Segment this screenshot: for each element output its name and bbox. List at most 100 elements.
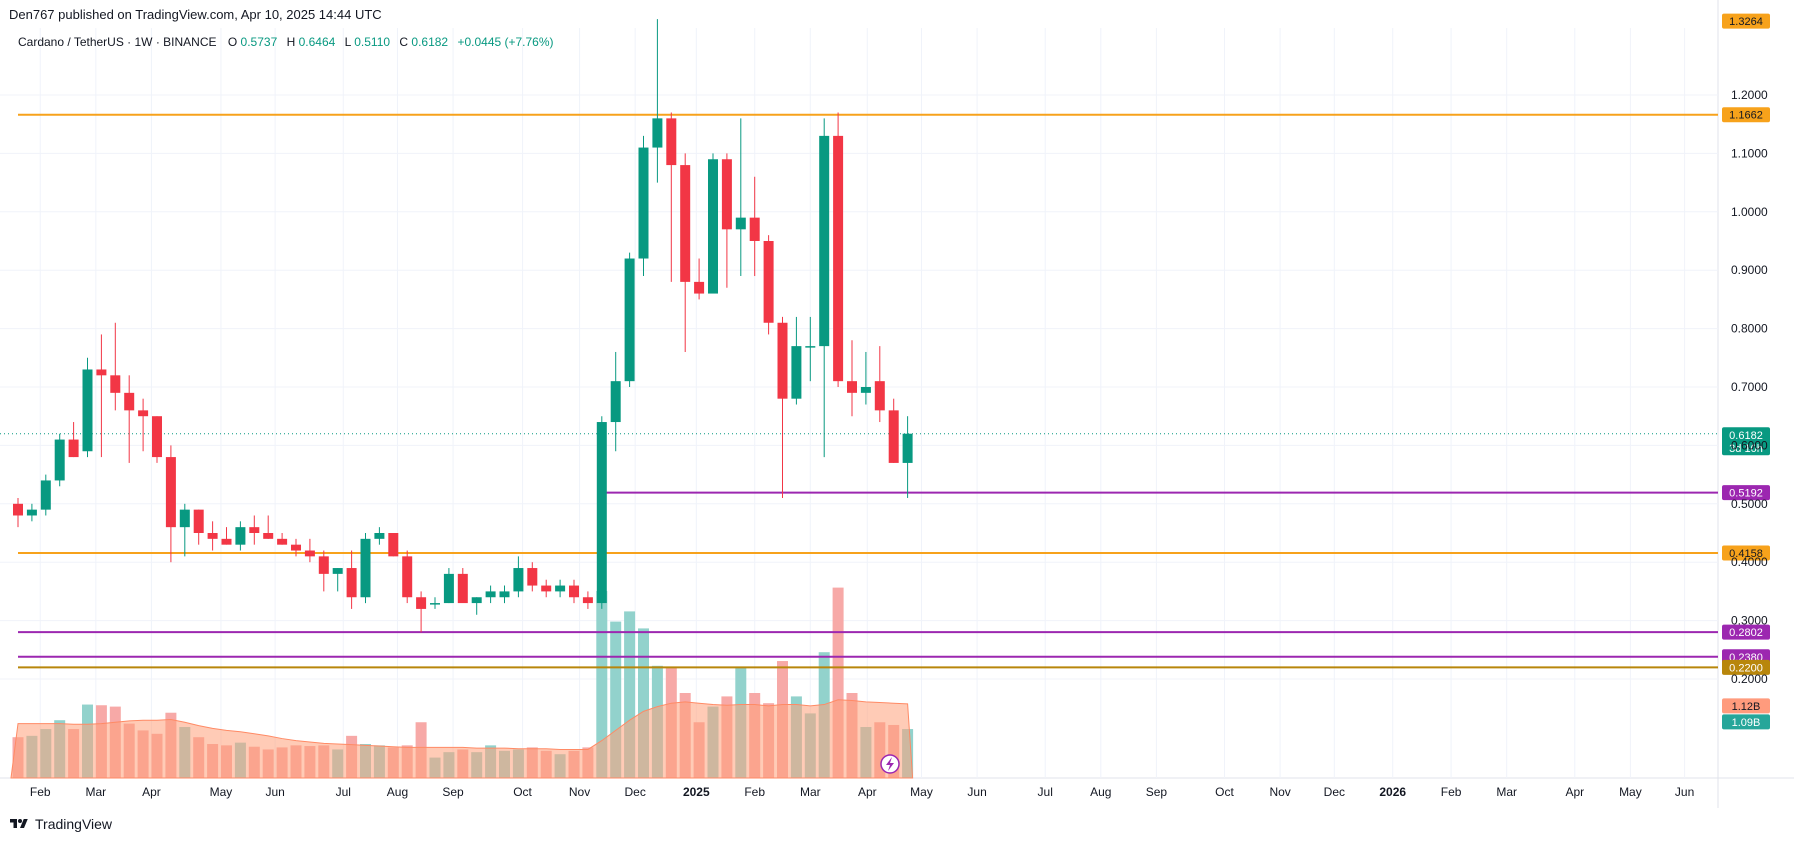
candle-body (569, 585, 579, 598)
candle-body (40, 480, 51, 510)
time-tick-label: May (1619, 785, 1642, 799)
volume-bar (638, 628, 649, 778)
candle-body (624, 258, 635, 382)
candle-body (721, 159, 732, 230)
legend-close-value: 0.6182 (411, 35, 448, 49)
candle-body (874, 381, 885, 411)
tradingview-logo[interactable]: TradingView (9, 816, 112, 832)
time-tick-label: Sep (442, 785, 464, 799)
time-tick-label: May (910, 785, 933, 799)
legend-low-value: 0.5110 (354, 35, 390, 49)
candle-body (888, 410, 899, 463)
time-tick-label: Mar (800, 785, 821, 799)
candle-body (13, 503, 23, 516)
candle-body (416, 597, 427, 609)
candle-body (430, 603, 440, 605)
candle-body (749, 217, 760, 241)
countdown-label: 3d 10h (1729, 443, 1763, 455)
time-tick-label: Oct (1215, 785, 1234, 799)
tradingview-brand: TradingView (35, 816, 113, 832)
candle-body (708, 159, 718, 294)
time-tick-label: Apr (1565, 785, 1584, 799)
candle-body (207, 533, 218, 539)
time-axis[interactable]: Feb Mar Apr May Jun Jul Aug Sep Oct Nov Dec 2025 Feb… (30, 785, 1694, 799)
candle-body (360, 538, 371, 598)
high-price-badge (1722, 13, 1770, 29)
candle-body (485, 591, 496, 598)
candle-body (165, 457, 176, 528)
legend-close-label: C (399, 35, 408, 49)
volume-badge (1722, 714, 1770, 730)
legend-low-label: L (345, 35, 352, 49)
level-badge (1722, 659, 1770, 675)
candle-body (235, 527, 246, 545)
price-tick-label: 0.8000 (1731, 322, 1768, 336)
candle-body (443, 573, 454, 604)
candle-body (193, 509, 204, 533)
price-tick-label: 0.4000 (1731, 555, 1768, 569)
price-tick-label: 1.2000 (1731, 88, 1768, 102)
high-price-badge-label: 1.3264 (1729, 16, 1763, 28)
candle-body (680, 165, 691, 282)
time-tick-label: Mar (86, 785, 107, 799)
candle-body (819, 135, 830, 347)
legend-open-value: 0.5737 (241, 35, 278, 49)
candle-body (638, 147, 649, 259)
level-badge-label: 0.4158 (1729, 548, 1763, 560)
time-tick-label: Jun (967, 785, 986, 799)
time-tick-label: Feb (744, 785, 765, 799)
level-badge (1722, 545, 1770, 561)
time-tick-label: Sep (1146, 785, 1168, 799)
candle-body (555, 585, 566, 592)
time-tick-label: Jul (1038, 785, 1053, 799)
volume-bar (624, 611, 636, 778)
candle-body (96, 369, 107, 376)
legend-high-label: H (287, 35, 296, 49)
level-badge-label: 0.5192 (1729, 488, 1763, 500)
candle-body (833, 135, 844, 382)
time-tick-label: Oct (513, 785, 532, 799)
price-axis-badges: 1.16620.51920.41580.28020.23800.22001.32… (1722, 13, 1770, 730)
time-tick-label: Jul (336, 785, 351, 799)
price-tick-label: 0.6000 (1731, 438, 1768, 452)
price-tick-label: 0.2000 (1731, 672, 1768, 686)
candle-body (179, 509, 190, 528)
candle-body (221, 538, 232, 545)
candle-body (346, 568, 357, 598)
candle-body (138, 410, 149, 417)
volume-badge (1722, 698, 1770, 714)
time-tick-label: Aug (387, 785, 408, 799)
candle-body (82, 369, 93, 452)
candle-body (805, 346, 816, 348)
candle-body (763, 241, 774, 323)
candle-body (124, 392, 135, 411)
symbol-legend[interactable]: Cardano / TetherUS · 1W · BINANCE O 0.57… (18, 35, 554, 49)
level-badge-label: 1.1662 (1729, 110, 1763, 122)
candle-body (541, 585, 552, 592)
candle-body (457, 573, 468, 604)
candle-body (847, 381, 857, 393)
candle-body (860, 387, 871, 393)
price-chart[interactable]: 1.16620.51920.41580.28020.23800.22001.32… (0, 0, 1794, 808)
candle-body (652, 118, 663, 148)
time-tick-label: 2025 (683, 785, 710, 799)
candle-body (735, 217, 746, 230)
horizontal-levels (18, 113, 1718, 669)
candle-body (471, 597, 482, 604)
time-tick-label: May (210, 785, 233, 799)
time-tick-label: Nov (569, 785, 590, 799)
price-axis[interactable]: 0.2000 0.3000 0.4000 0.5000 0.6000 0.7000 0.80… (1731, 88, 1768, 686)
level-badge (1722, 624, 1770, 640)
price-tick-label: 0.5000 (1731, 497, 1768, 511)
flash-icon[interactable] (880, 754, 900, 774)
candle-body (694, 281, 705, 294)
candle-body (777, 322, 788, 399)
candle-body (110, 375, 121, 393)
volume-badge-label: 1.09B (1732, 717, 1761, 729)
volume-bar (596, 591, 608, 778)
grid-lines (0, 0, 1794, 808)
time-tick-label: Apr (142, 785, 161, 799)
published-info: Den767 published on TradingView.com, Apr… (9, 7, 382, 22)
candles (13, 19, 913, 633)
candle-body (277, 538, 288, 545)
